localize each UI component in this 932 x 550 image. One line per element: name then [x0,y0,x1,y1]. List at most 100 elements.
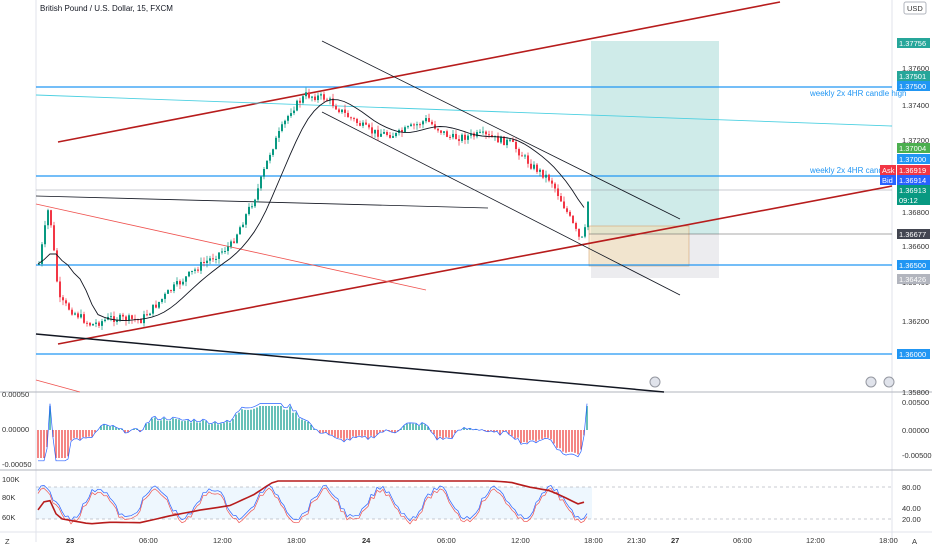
candle-body [230,241,232,247]
candle-body [344,109,346,113]
candle-body [449,136,451,138]
candle-body [47,210,49,226]
candle-body [296,100,298,111]
price-tag-label: 1.36426 [899,275,926,284]
candle-body [341,109,343,113]
auto-scale-icon[interactable]: A [912,537,917,546]
price-tag-label: 1.37756 [899,39,926,48]
candle-body [242,224,244,228]
candle-body [185,276,187,282]
candle-body [551,180,553,184]
candle-body [386,132,388,135]
candle-body [179,281,181,285]
macd-left-tick: 0.00050 [2,390,29,399]
candle-body [125,316,127,321]
candle-body [548,174,550,181]
time-tick-label: 23 [66,536,74,545]
candle-body [422,121,424,125]
candle-body [563,201,565,209]
candle-body [584,227,586,237]
red-thin-trend-2[interactable] [35,379,81,393]
candle-body [455,133,457,140]
candle-body [404,127,406,133]
event-flag-icon-3[interactable] [883,376,895,388]
stoch-band [36,487,592,519]
macd-pane[interactable]: 0.00500 0.00000 -0.00500 0.00050 0.00000 -0.0… [2,390,932,469]
price-tag-label: 1.37004 [899,144,926,153]
price-tick-label: 1.37600 [902,64,929,73]
time-tick-label: 06:00 [733,536,752,545]
candle-body [302,96,304,103]
event-flag-icon[interactable] [649,376,661,388]
candle-body [44,225,46,245]
candle-body [92,323,94,326]
descending-line-lower[interactable] [321,111,681,296]
time-axis[interactable]: 23 06:00 12:00 18:00 24 06:00 12:00 18:00 21:30 2… [66,536,898,545]
candle-body [281,124,283,132]
price-tick-label: 1.37200 [902,136,929,145]
candle-body [257,188,259,200]
stoch-pane[interactable]: 80.00 40.00 20.00 100K 80K 60K [2,475,921,525]
upper-channel-line[interactable] [57,1,781,143]
candle-body [470,133,472,136]
candle-body [554,183,556,189]
candle-body [503,136,505,146]
candle-body [251,206,253,208]
volume-line [37,480,585,525]
currency-button-box[interactable] [903,1,927,15]
annotation-candle[interactable]: weekly 2x 4HR candle [809,166,890,175]
candle-body [152,304,154,314]
candle-body [359,123,361,126]
candle-body [254,199,256,207]
candle-body [50,210,52,226]
candle-body [80,314,82,318]
time-tick-label: 18:00 [879,536,898,545]
candle-body [308,92,310,98]
black-horizontal-trend[interactable] [35,195,489,209]
cyan-trend-line[interactable] [35,94,893,127]
candle-body [278,131,280,138]
stoch-tick-label: 20.00 [902,515,921,524]
candle-body [170,290,172,292]
annotation-candle-high[interactable]: weekly 2x 4HR candle high [809,89,907,98]
price-tick-label: 1.36200 [902,317,929,326]
price-tag-box [897,349,930,359]
macd-tick-label: 0.00000 [902,426,929,435]
candle-body [299,100,301,103]
event-flag-icon-2[interactable] [865,376,877,388]
candle-body [581,236,583,238]
candle-body [395,132,397,137]
candle-body [347,112,349,118]
lower-channel-line[interactable] [57,185,893,345]
candle-body [560,196,562,202]
candle-body [287,115,289,121]
candle-body [431,121,433,125]
candle-body [425,118,427,122]
candle-body [491,135,493,138]
candle-body [119,314,121,321]
candle-body [467,135,469,140]
descending-line-upper[interactable] [321,40,681,220]
currency-button[interactable]: USD [907,4,923,13]
candle-body [122,314,124,317]
candle-body [323,94,325,100]
price-tag-box [897,185,930,195]
zoom-icon[interactable]: Z [5,537,10,546]
stoch-d-line [37,487,588,525]
candle-body [149,313,151,316]
moving-average-line [37,99,585,321]
candle-body [479,131,481,133]
profit-zone[interactable] [591,41,719,234]
candle-body [260,176,262,189]
price-tag-label: 1.36000 [899,350,926,359]
candle-body [164,293,166,299]
price-tick-label: 1.35800 [902,388,929,397]
candle-body [461,134,463,141]
price-tag-label: 09:12 [899,196,918,205]
range-box[interactable] [588,225,690,267]
black-lower-trend[interactable] [35,333,665,393]
candle-body [515,141,517,150]
candle-body [113,316,115,322]
candle-body [167,290,169,294]
